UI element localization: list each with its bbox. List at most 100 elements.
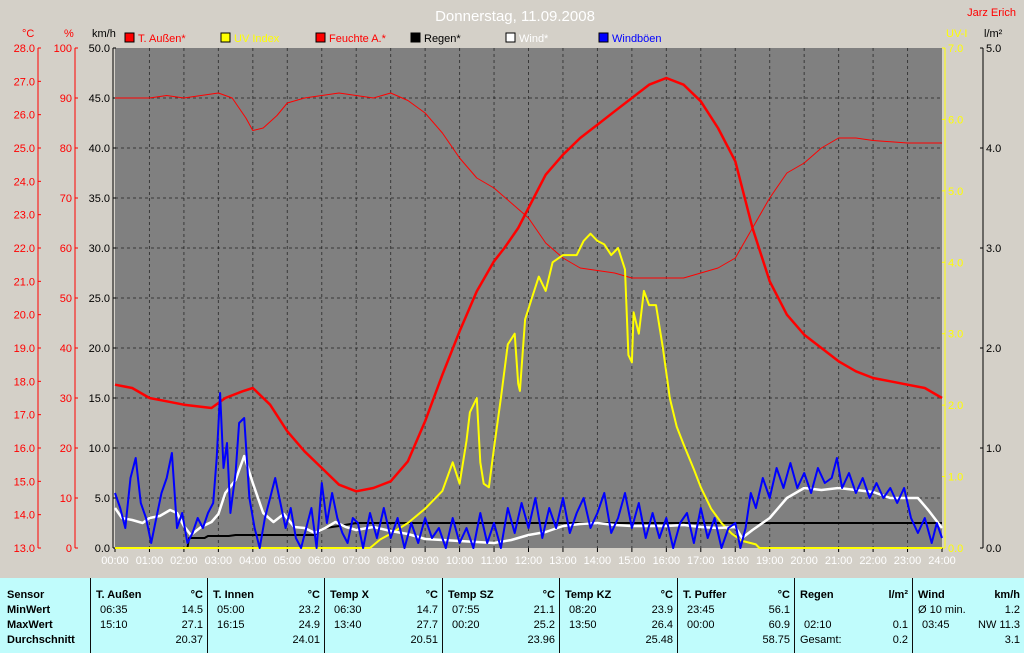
stats-unit: °C <box>777 589 790 601</box>
humidity-tick-label: 40 <box>60 343 72 355</box>
humidity-tick-label: 90 <box>60 93 72 105</box>
x-tick-label: 08:00 <box>377 555 405 567</box>
humidity-tick-label: 70 <box>60 193 72 205</box>
axes: °C 28.0 27.0 26.0 25.0 24.0 23.0 22.0 21.0 20.0 19… <box>14 28 1003 567</box>
x-tick-label: 04:00 <box>239 555 267 567</box>
stats-sensor-name: T. Puffer <box>683 589 727 601</box>
stats-column-col6: T. Puffer °C 23:45 56.1 00:00 60.9 58.75 <box>677 578 795 653</box>
x-tick-label: 00:00 <box>101 555 129 567</box>
stats-header-row: Temp X °C <box>325 588 443 603</box>
temp-tick-label: 16.0 <box>14 443 35 455</box>
uv-tick-label: 5.0 <box>948 186 963 198</box>
humidity-tick-label: 10 <box>60 493 72 505</box>
x-tick-label: 23:00 <box>894 555 922 567</box>
x-tick-label: 07:00 <box>342 555 370 567</box>
chart-title: Donnerstag, 11.09.2008 <box>435 8 595 25</box>
humidity-axis-unit: % <box>64 28 74 40</box>
x-tick-label: 09:00 <box>411 555 439 567</box>
stats-row-label: MaxWert <box>7 619 53 631</box>
temp-tick-label: 14.0 <box>14 510 35 522</box>
stats-unit: °C <box>660 589 673 601</box>
stats-row: Sensor <box>0 588 90 603</box>
legend-label: UV Index <box>234 33 280 45</box>
stats-row-label: MinWert <box>7 604 51 616</box>
legend-swatch <box>410 32 421 43</box>
stats-value: 25.48 <box>645 634 673 646</box>
stats-column-col3: Temp X °C 06:30 14.7 13:40 27.7 20.51 <box>324 578 443 653</box>
stats-row: 05:00 23.2 <box>208 603 325 618</box>
stats-column-col8: Wind km/h Ø 10 min. 1.2 03:45 NW 11.3 3.1 <box>912 578 1024 653</box>
legend-swatch <box>598 32 609 43</box>
legend-swatch <box>220 32 231 43</box>
stats-unit: l/m² <box>888 589 908 601</box>
x-tick-label: 22:00 <box>859 555 887 567</box>
stats-time: Ø 10 min. <box>918 604 966 616</box>
stats-value: 0.2 <box>892 634 908 646</box>
stats-row: 20.37 <box>91 633 208 648</box>
stats-value: 25.2 <box>533 619 555 631</box>
stats-time: 07:55 <box>452 604 480 616</box>
wind-tick-label: 30.0 <box>89 243 110 255</box>
stats-row <box>795 603 913 618</box>
stats-row: 13:40 27.7 <box>325 618 443 633</box>
wind-tick-label: 50.0 <box>89 43 110 55</box>
temp-tick-label: 21.0 <box>14 276 35 288</box>
wind-tick-label: 10.0 <box>89 443 110 455</box>
x-tick-label: 19:00 <box>756 555 784 567</box>
temp-tick-label: 26.0 <box>14 110 35 122</box>
stats-time: 08:20 <box>569 604 597 616</box>
temp-tick-label: 17.0 <box>14 410 35 422</box>
legend-swatch <box>505 32 516 43</box>
stats-value: NW 11.3 <box>978 619 1020 631</box>
temp-tick-label: 22.0 <box>14 243 35 255</box>
stats-value: 21.1 <box>533 604 555 616</box>
x-tick-label: 24:00 <box>928 555 956 567</box>
rain-tick-label: 4.0 <box>986 143 1001 155</box>
legend-swatch <box>124 32 135 43</box>
stats-time: 00:20 <box>452 619 480 631</box>
temp-tick-label: 24.0 <box>14 176 35 188</box>
stats-column-col5: Temp KZ °C 08:20 23.9 13:50 26.4 25.48 <box>559 578 678 653</box>
stats-sensor-name: Regen <box>800 589 834 601</box>
weather-chart: Donnerstag, 11.09.2008 Jarz Erich T. Auß… <box>13 7 1016 567</box>
stats-column-col1: T. Außen °C 06:35 14.5 15:10 27.1 20.37 <box>90 578 208 653</box>
stats-header-row: Temp SZ °C <box>443 588 560 603</box>
wind-tick-label: 5.0 <box>95 493 110 505</box>
stats-sensor-name: Temp SZ <box>448 589 494 601</box>
uv-axis-unit: UV-I <box>946 28 967 40</box>
stats-value: 20.37 <box>175 634 203 646</box>
stats-header-row: T. Außen °C <box>91 588 208 603</box>
stats-time: Gesamt: <box>800 634 842 646</box>
rain-tick-label: 3.0 <box>986 243 1001 255</box>
rain-tick-label: 5.0 <box>986 43 1001 55</box>
x-tick-label: 15:00 <box>618 555 646 567</box>
series-uvindex <box>115 232 942 549</box>
x-tick-label: 12:00 <box>515 555 543 567</box>
stats-row: 07:55 21.1 <box>443 603 560 618</box>
stats-value: 24.9 <box>298 619 320 631</box>
legend: T. Außen* UV Index Feuchte A.* Regen* Wind* W… <box>124 32 662 45</box>
uv-tick-label: 4.0 <box>948 257 963 269</box>
series-feuchtea <box>115 92 942 279</box>
stats-header-row: Regen l/m² <box>795 588 913 603</box>
x-tick-label: 14:00 <box>584 555 612 567</box>
humidity-tick-label: 30 <box>60 393 72 405</box>
stats-time: 15:10 <box>100 619 128 631</box>
temp-tick-label: 13.0 <box>14 543 35 555</box>
series-group <box>113 76 943 549</box>
series-tauen <box>114 76 943 493</box>
stats-value: 60.9 <box>768 619 790 631</box>
stats-unit: km/h <box>994 589 1020 601</box>
stats-row: 15:10 27.1 <box>91 618 208 633</box>
stats-row: 23:45 56.1 <box>678 603 795 618</box>
stats-unit: °C <box>542 589 555 601</box>
stats-row: 13:50 26.4 <box>560 618 678 633</box>
stats-column-col2: T. Innen °C 05:00 23.2 16:15 24.9 24.01 <box>207 578 325 653</box>
wind-axis-unit: km/h <box>92 28 116 40</box>
series-windben <box>114 392 943 549</box>
humidity-tick-label: 80 <box>60 143 72 155</box>
humidity-tick-label: 100 <box>54 43 72 55</box>
temp-tick-label: 18.0 <box>14 376 35 388</box>
wind-tick-label: 25.0 <box>89 293 110 305</box>
x-tick-label: 05:00 <box>274 555 302 567</box>
